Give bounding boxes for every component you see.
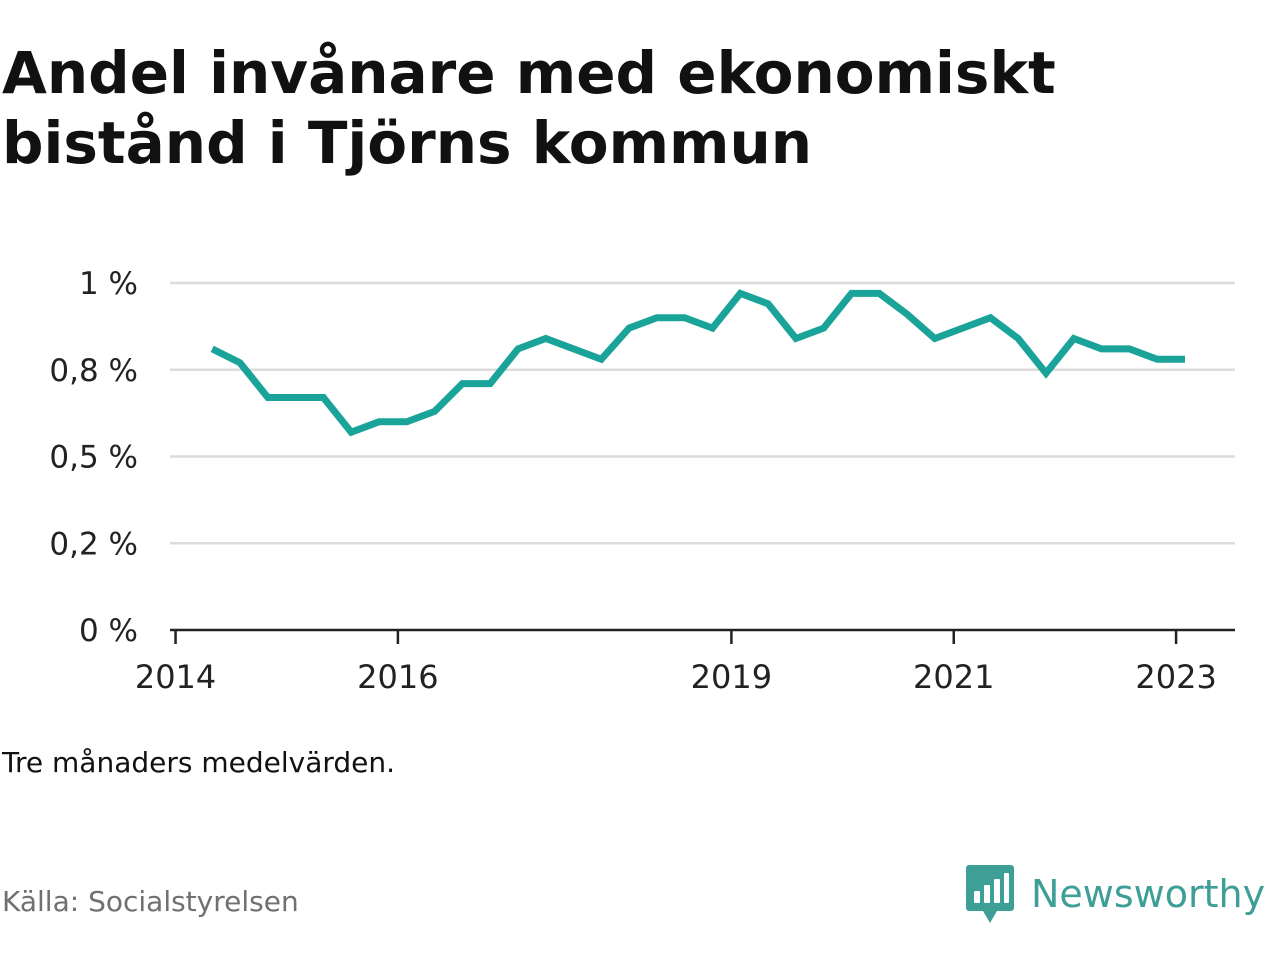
- chart-title: Andel invånare med ekonomiskt bistånd i …: [2, 39, 1056, 177]
- x-tick-label: 2021: [913, 658, 994, 696]
- x-tick-label: 2014: [135, 658, 216, 696]
- chart-note: Tre månaders medelvärden.: [2, 746, 396, 779]
- y-tick-label: 0,8 %: [49, 353, 138, 389]
- line-chart: 0 %0,2 %0,5 %0,8 %1 % 2014 2016 2019 2021 20…: [49, 266, 1235, 696]
- y-tick-label: 0,2 %: [49, 526, 138, 562]
- x-axis: 2014 2016 2019 2021 2023: [135, 628, 1235, 696]
- brand-name: Newsworthy: [1031, 872, 1266, 916]
- y-tick-label: 0,5 %: [49, 440, 138, 476]
- x-tick-label: 2016: [357, 658, 438, 696]
- source-text: Källa: Socialstyrelsen: [2, 885, 299, 918]
- x-tick-label: 2019: [691, 658, 772, 696]
- y-tick-label: 1 %: [79, 266, 138, 302]
- brand-logo: Newsworthy: [965, 862, 1265, 926]
- series-layer: [210, 289, 1185, 437]
- y-axis: 0 % 0,2 % 0,5 % 0,8 % 1 %: [49, 266, 138, 649]
- x-tick-label: 2023: [1135, 658, 1216, 696]
- newsworthy-logo-icon: [966, 865, 1014, 923]
- y-tick-label: 0 %: [79, 613, 138, 649]
- gridlines: [170, 281, 1235, 545]
- series-line: [210, 289, 1185, 437]
